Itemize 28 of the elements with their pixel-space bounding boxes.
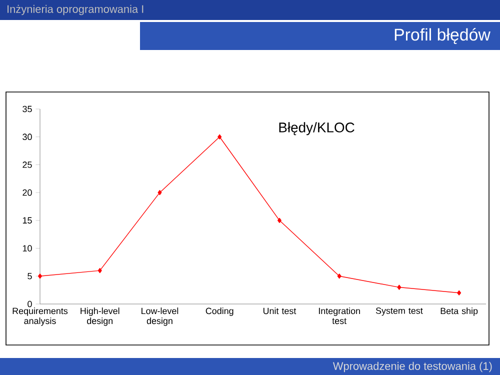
y-tick-label: 30 [22, 134, 32, 140]
text: Błędy/KLOC [279, 122, 354, 136]
x-tick-label: Beta ship [440, 308, 478, 316]
point [337, 274, 342, 279]
x-tick-label: Unit test [263, 308, 296, 314]
y-tick-label: 0 [28, 300, 32, 308]
y-tick-label: 35 [22, 106, 32, 112]
point [38, 274, 42, 279]
x-tick-label: System test [376, 308, 423, 316]
x-tick-label: Coding [206, 308, 234, 316]
y-tick-label: 15 [22, 217, 32, 224]
point [158, 190, 162, 196]
point [457, 290, 462, 296]
point [277, 218, 282, 223]
x-tick-label: Requirements analysis [12, 308, 68, 326]
text: Profil błędów [394, 28, 490, 44]
point [218, 134, 222, 140]
point [98, 268, 102, 274]
x-tick-label: Low-level design [142, 308, 178, 326]
text: Inżynieria oprogramowania I [8, 4, 144, 16]
y-tick-label: 5 [28, 273, 32, 280]
y-tick-label: 25 [22, 162, 32, 168]
point [397, 284, 402, 290]
x-tick-label: High-level design [80, 308, 120, 326]
x-tick-label: Integration test [318, 308, 360, 324]
text: Wprowadzenie do testowania (1) [332, 362, 492, 372]
y-tick-label: 20 [22, 189, 32, 196]
y-tick-label: 10 [22, 245, 32, 252]
